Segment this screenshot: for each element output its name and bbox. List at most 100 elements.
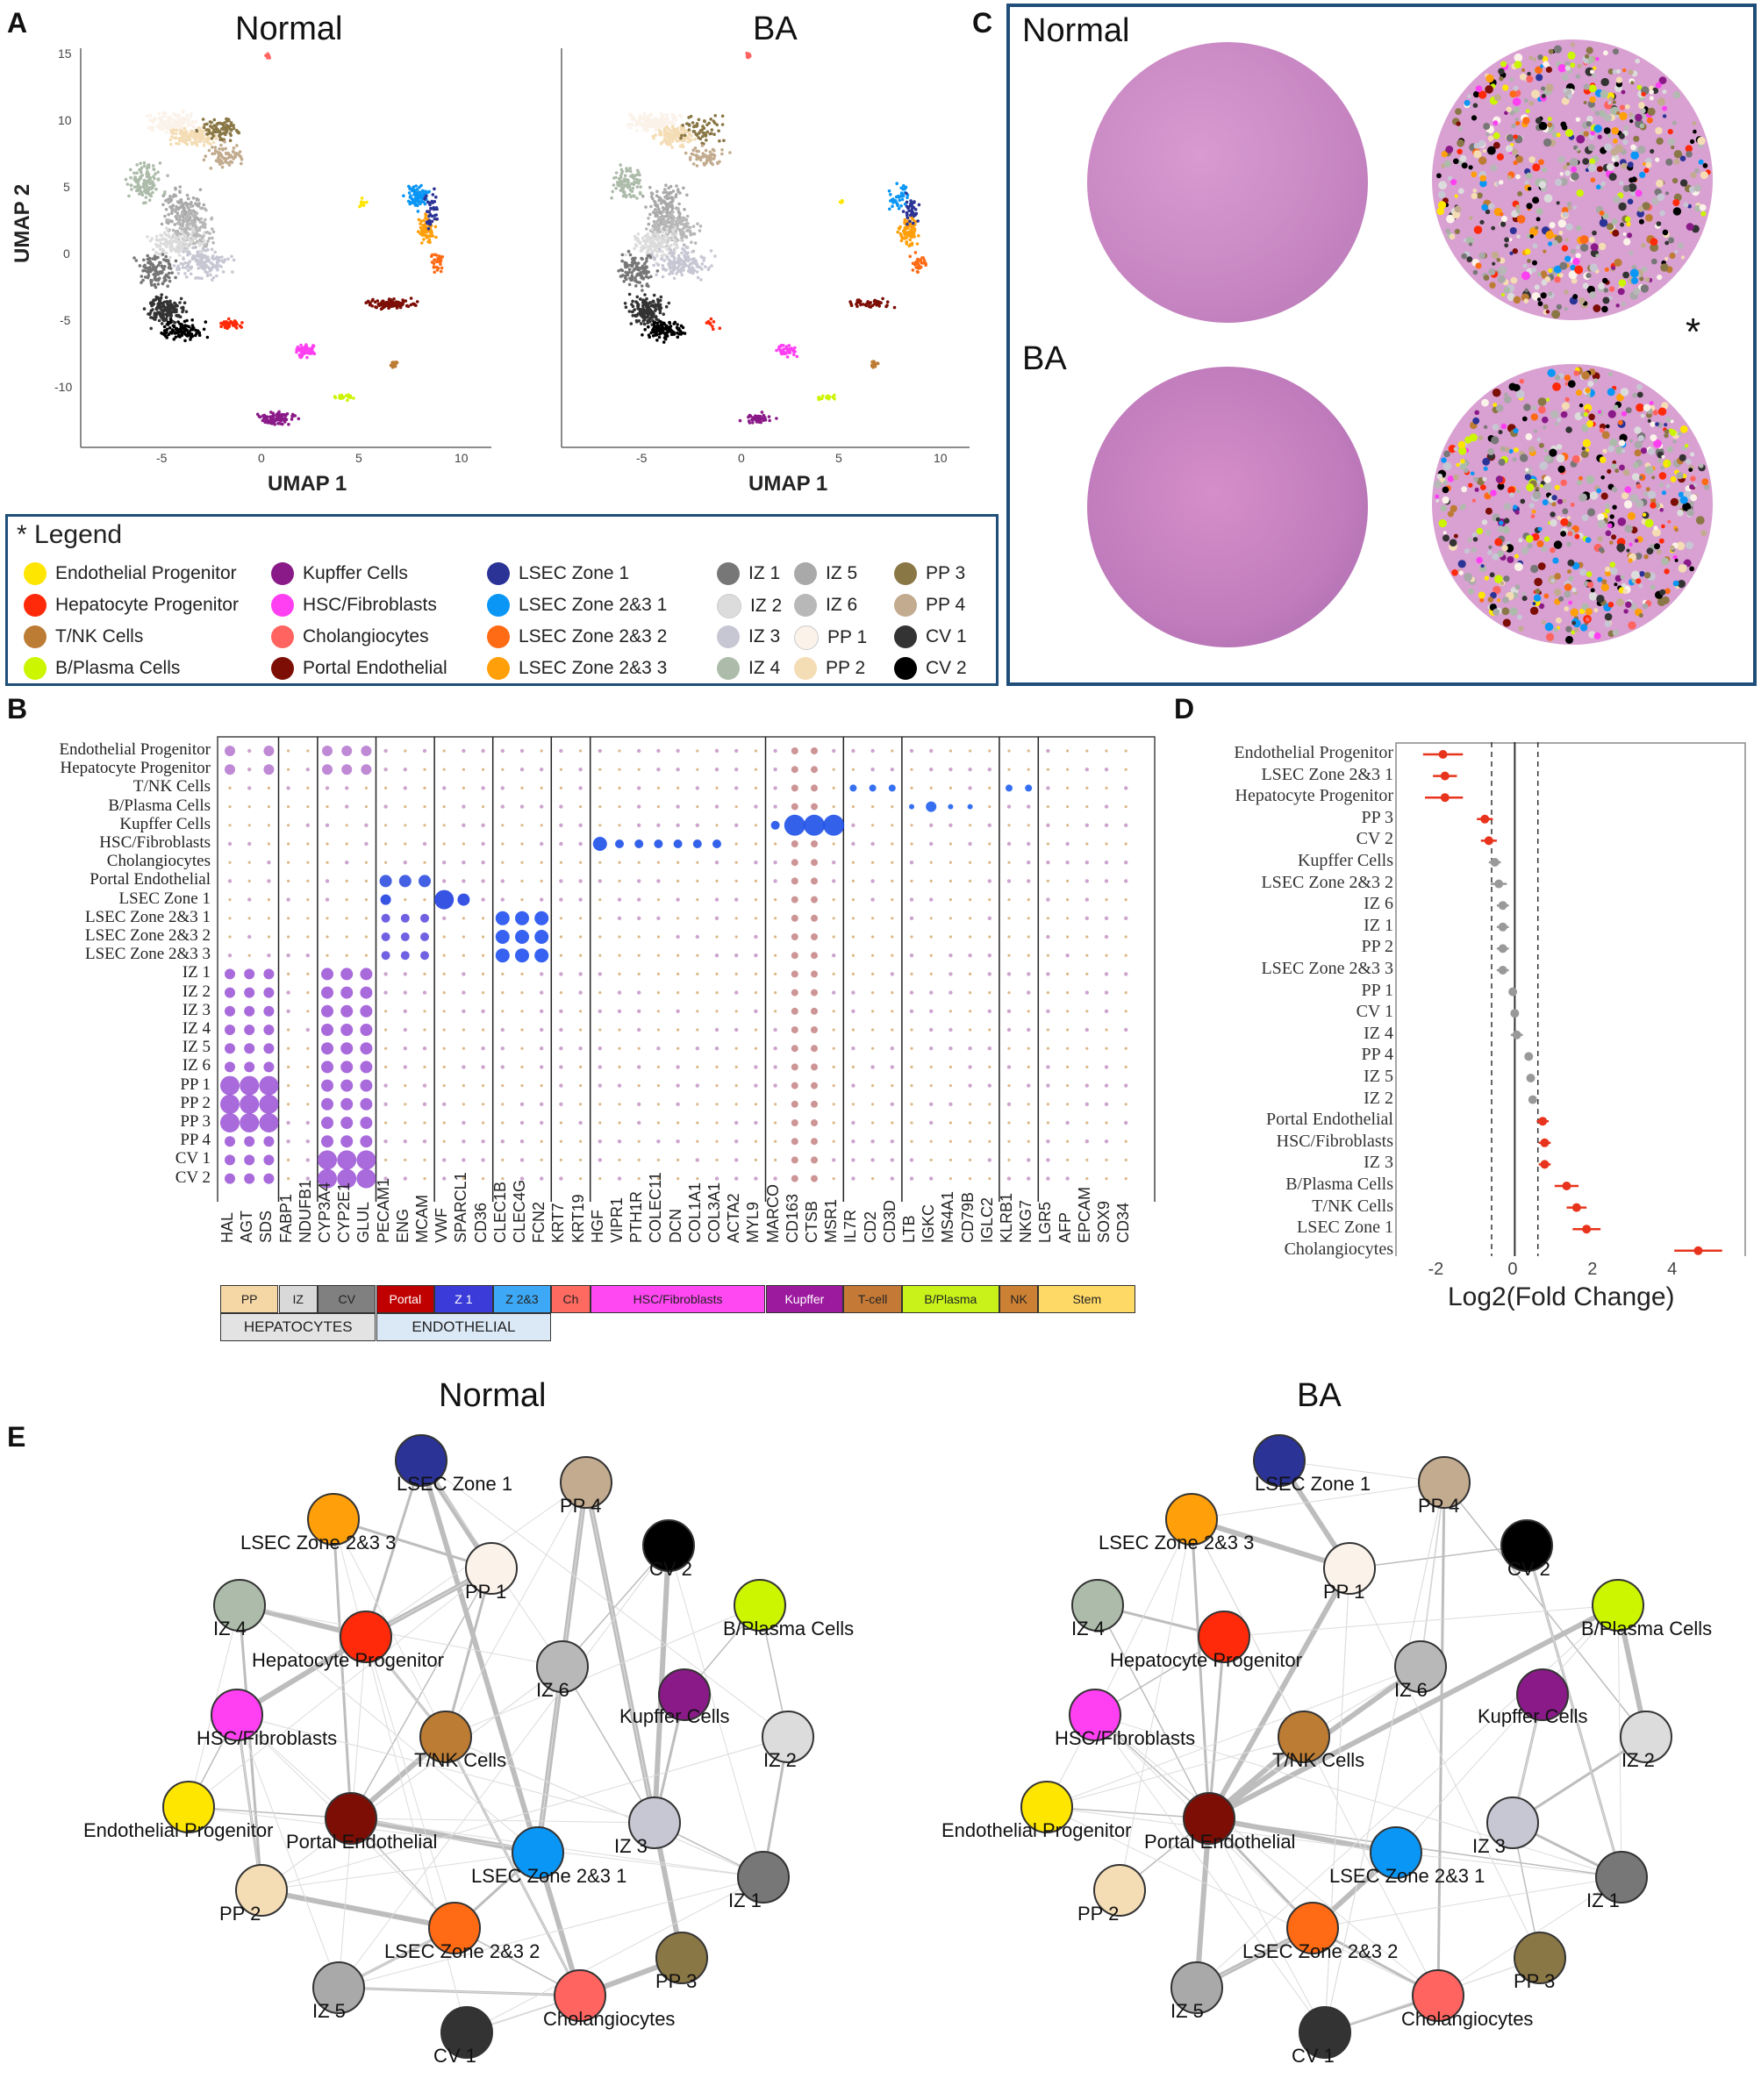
legend-item: Endothelial Progenitor [24, 562, 237, 585]
umap-point [183, 266, 188, 270]
umap-point [158, 121, 162, 125]
spatial-cell [1558, 231, 1564, 235]
umap-point [657, 226, 661, 230]
umap-point [615, 181, 619, 184]
umap-point [661, 264, 665, 268]
spatial-cell [1524, 248, 1531, 255]
umap-point [630, 303, 634, 306]
spatial-cell [1615, 304, 1620, 308]
umap-point [227, 155, 232, 159]
spatial-cell [1677, 432, 1682, 436]
umap-point [396, 300, 399, 304]
umap-point [172, 232, 175, 237]
legend-label: Cholangiocytes [303, 626, 429, 646]
umap-point [651, 196, 655, 201]
umap-point [623, 183, 626, 187]
umap-point [166, 174, 169, 177]
spatial-cell [1656, 137, 1664, 146]
umap-point [885, 300, 890, 304]
umap-point [218, 147, 221, 151]
umap-point [684, 151, 688, 155]
umap-point [692, 232, 696, 236]
umap-point [231, 149, 235, 154]
spatial-cell [1530, 514, 1536, 519]
umap-point [614, 175, 618, 180]
spatial-cell [1528, 503, 1535, 509]
umap-point [683, 208, 686, 211]
umap-point [669, 142, 672, 146]
spatial-cell [1613, 138, 1618, 144]
umap-point [628, 167, 632, 170]
spatial-cell [1455, 108, 1462, 115]
spatial-cell [1521, 271, 1530, 281]
umap-point [180, 230, 183, 234]
umap-point [677, 202, 681, 206]
umap-point [662, 210, 665, 214]
umap-point [240, 157, 244, 161]
umap-point [341, 395, 346, 399]
spatial-cell [1628, 69, 1634, 75]
umap-point [641, 236, 645, 240]
spatial-cell [1656, 549, 1662, 554]
umap-point [263, 420, 268, 425]
umap-point [213, 148, 218, 153]
umap-point [422, 227, 426, 232]
spatial-cell [1567, 94, 1572, 99]
spatial-cell [1699, 204, 1707, 211]
spatial-cell [1649, 96, 1654, 101]
tissue-panel: Normal BA * [1006, 4, 1757, 686]
umap-point [175, 112, 178, 117]
spatial-cell [1445, 146, 1454, 154]
umap-point [168, 138, 173, 142]
spatial-cell [1561, 245, 1569, 252]
umap-point [747, 419, 751, 423]
umap-point [722, 139, 726, 142]
umap-point [659, 202, 663, 205]
legend-item: LSEC Zone 2&3 2 [487, 625, 667, 648]
umap-point [223, 139, 226, 144]
umap-point [784, 352, 787, 356]
spatial-cell [1502, 618, 1511, 627]
umap-point [198, 261, 203, 266]
umap-point [408, 202, 412, 206]
umap-point [196, 275, 199, 280]
umap-point [211, 278, 214, 282]
umap-point [421, 224, 426, 227]
umap-point [660, 239, 663, 244]
umap-point [165, 312, 168, 316]
umap-point [415, 300, 419, 304]
umap-point [778, 349, 783, 353]
umap-point [176, 271, 181, 275]
umap-point [650, 192, 655, 196]
umap-point [174, 335, 178, 339]
umap-point [281, 422, 284, 426]
umap-point [866, 302, 870, 305]
spatial-cell [1655, 157, 1660, 162]
umap-point [760, 416, 763, 420]
umap-point [362, 201, 366, 205]
umap-point [186, 268, 190, 273]
umap-point [672, 276, 676, 281]
spatial-cell [1650, 238, 1658, 246]
spatial-cell [1640, 108, 1646, 114]
spatial-cell [1650, 148, 1655, 154]
legend-swatch [487, 657, 510, 680]
umap-point [177, 142, 181, 146]
spatial-cell [1626, 221, 1631, 227]
umap-point [179, 128, 183, 132]
umap-point [218, 129, 222, 133]
umap-point [148, 182, 152, 185]
umap-point [180, 132, 184, 137]
spatial-cell [1545, 66, 1552, 74]
spatial-cell [1618, 202, 1627, 211]
spatial-cell [1516, 234, 1521, 239]
umap-point [154, 318, 157, 321]
legend-label: IZ 5 [826, 563, 858, 583]
umap-point [153, 298, 156, 303]
spatial-cell [1672, 177, 1679, 184]
umap-point [170, 135, 174, 139]
umap-point [204, 242, 209, 246]
umap-point [655, 273, 658, 277]
umap-point [221, 321, 225, 325]
umap-point [360, 196, 364, 200]
